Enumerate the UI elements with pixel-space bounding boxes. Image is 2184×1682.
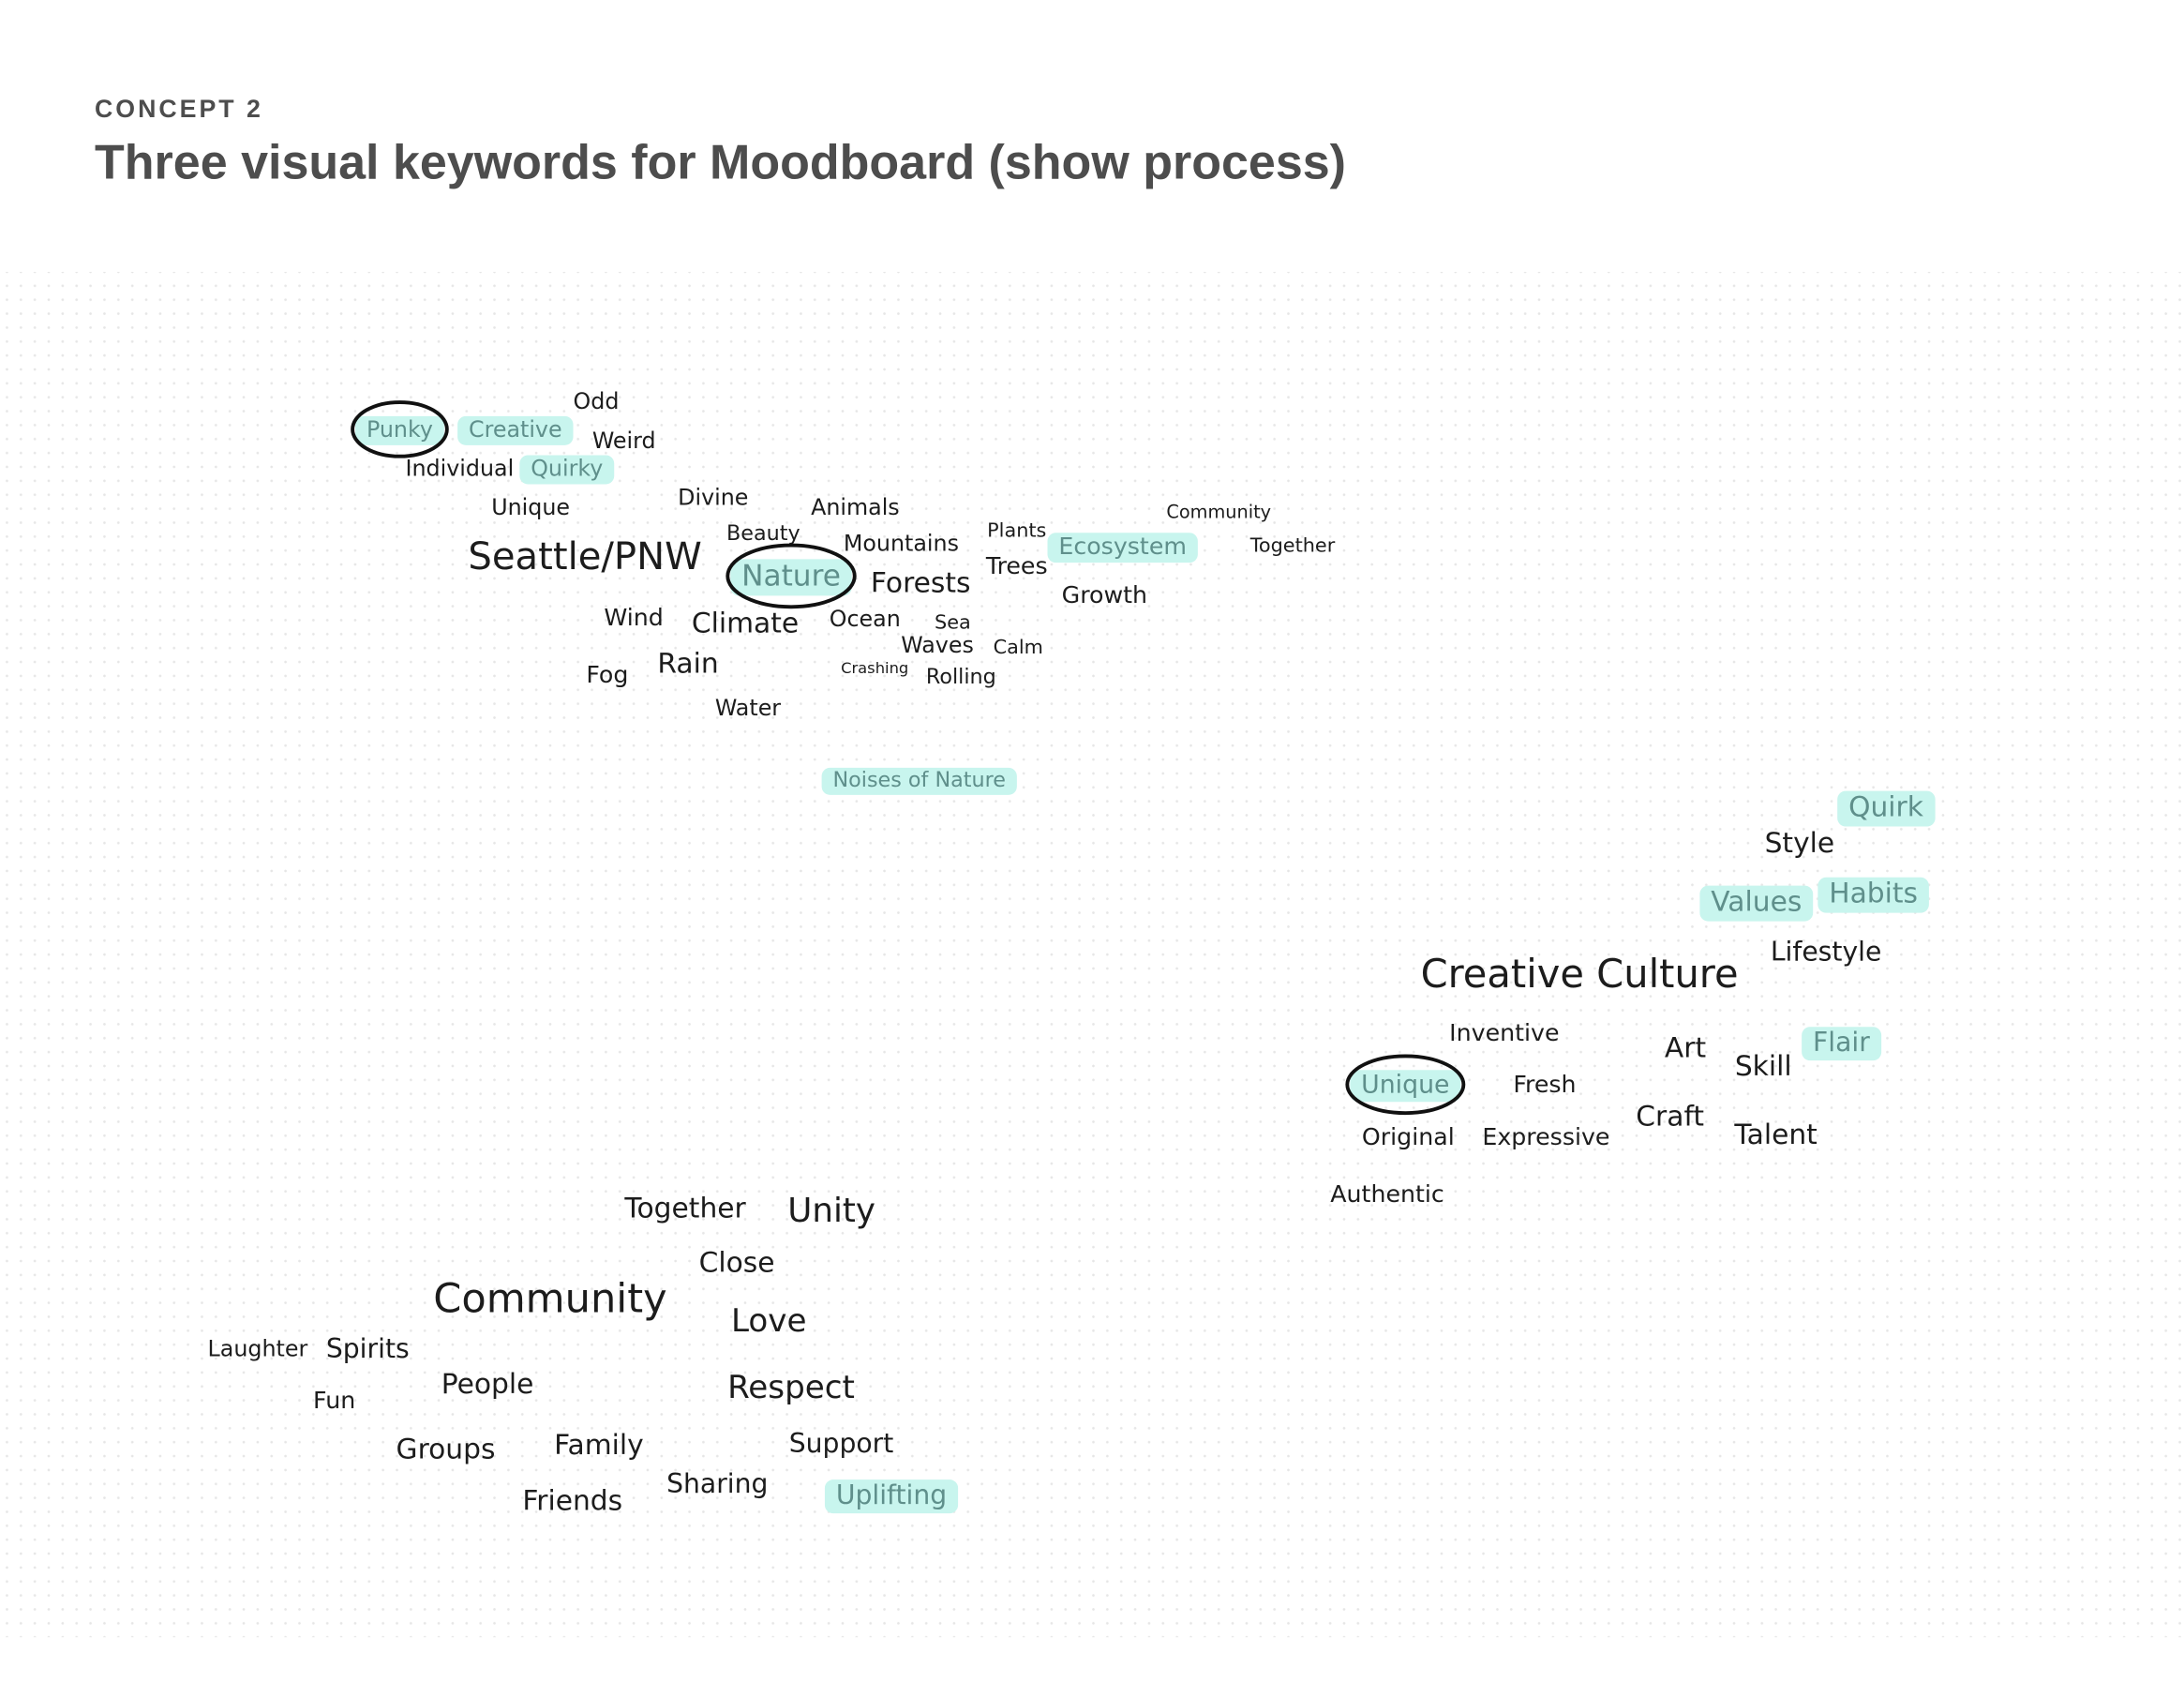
circle-mark <box>726 543 857 609</box>
keyword: Nature <box>741 559 841 593</box>
keyword: Spirits <box>326 1333 410 1364</box>
keyword: Craft <box>1636 1100 1704 1133</box>
highlights <box>355 415 1936 1514</box>
keyword: Growth <box>1062 581 1147 608</box>
highlight <box>519 455 615 485</box>
keyword: Original <box>1362 1123 1455 1150</box>
page-title: Three visual keywords for Moodboard (sho… <box>95 135 1346 189</box>
highlight <box>1350 1070 1461 1103</box>
eyebrow: CONCEPT 2 <box>95 95 263 123</box>
keyword: Unity <box>787 1192 875 1230</box>
keyword: Seattle/PNW <box>468 535 701 578</box>
keyword: Punky <box>366 416 433 443</box>
keyword: Ocean <box>830 606 901 632</box>
keyword: Sharing <box>666 1468 768 1499</box>
keyword: Close <box>699 1246 775 1279</box>
keyword: Love <box>731 1302 807 1340</box>
keyword: Habits <box>1829 878 1918 910</box>
keyword: Fresh <box>1513 1071 1576 1098</box>
keyword: Community <box>1166 502 1271 523</box>
keyword: Fun <box>313 1387 355 1414</box>
keyword: Quirky <box>531 455 603 481</box>
keyword: Skill <box>1735 1050 1792 1083</box>
keyword: Unique <box>491 494 570 520</box>
circles <box>351 400 1466 1116</box>
circle-mark <box>351 400 449 458</box>
highlight <box>1699 885 1814 922</box>
keyword: Support <box>789 1428 894 1459</box>
keyword: Laughter <box>208 1336 308 1362</box>
keyword: Ecosystem <box>1058 533 1187 560</box>
dot-grid <box>0 271 2184 1638</box>
keyword: Inventive <box>1449 1019 1559 1046</box>
keyword: Fog <box>586 661 628 688</box>
keyword: Weird <box>592 428 656 454</box>
keyword: Quirk <box>1848 791 1924 824</box>
keyword: Values <box>1711 886 1802 919</box>
keyword: Style <box>1765 827 1835 860</box>
highlight <box>824 1479 959 1514</box>
highlight <box>457 415 574 445</box>
keyword: Talent <box>1733 1119 1817 1151</box>
highlight <box>730 559 852 596</box>
highlight <box>355 415 444 445</box>
keyword: Creative <box>469 416 562 443</box>
keyword: Wind <box>604 604 663 631</box>
keyword: Groups <box>396 1434 496 1466</box>
words: Punky Creative Odd Weird Individual Quirky Uni… <box>208 388 1924 1517</box>
keyword: Noises of Nature <box>832 768 1006 792</box>
keyword: Beauty <box>726 521 800 546</box>
keyword: Friends <box>522 1485 622 1518</box>
keyword: Calm <box>994 636 1043 658</box>
highlight <box>1047 533 1198 563</box>
keyword: Flair <box>1813 1027 1870 1058</box>
keyword: Mountains <box>844 531 959 557</box>
keyword: Family <box>554 1429 644 1462</box>
keyword: Forests <box>871 566 971 599</box>
keyword: Expressive <box>1482 1123 1609 1150</box>
keyword: Climate <box>692 607 799 639</box>
keyword: Waves <box>901 632 974 658</box>
highlight <box>1818 877 1929 913</box>
highlight <box>821 767 1017 795</box>
keyword: Respect <box>727 1369 855 1406</box>
keyword: Water <box>715 695 781 721</box>
keyword: Creative Culture <box>1421 951 1739 997</box>
circle-mark <box>1345 1054 1466 1116</box>
keyword: Unique <box>1361 1070 1449 1099</box>
keyword: Divine <box>678 485 748 511</box>
keyword: Community <box>433 1276 666 1323</box>
keyword: Rain <box>657 648 718 681</box>
keyword: Art <box>1665 1032 1706 1065</box>
keyword: Rolling <box>926 665 996 689</box>
keyword: Together <box>1249 534 1336 557</box>
highlight <box>1802 1027 1882 1061</box>
keyword: Lifestyle <box>1771 937 1882 968</box>
keyword: Trees <box>985 552 1048 579</box>
keyword: Uplifting <box>836 1479 947 1510</box>
keyword: Individual <box>405 455 514 481</box>
keyword: People <box>441 1368 534 1401</box>
highlight <box>1837 790 1936 827</box>
keyword: Plants <box>987 518 1046 541</box>
keyword: Odd <box>574 388 620 414</box>
keyword: Authentic <box>1330 1180 1444 1208</box>
keyword: Together <box>623 1193 746 1225</box>
keyword: Sea <box>935 610 971 633</box>
keyword: Crashing <box>841 659 908 677</box>
keyword: Animals <box>811 494 900 520</box>
